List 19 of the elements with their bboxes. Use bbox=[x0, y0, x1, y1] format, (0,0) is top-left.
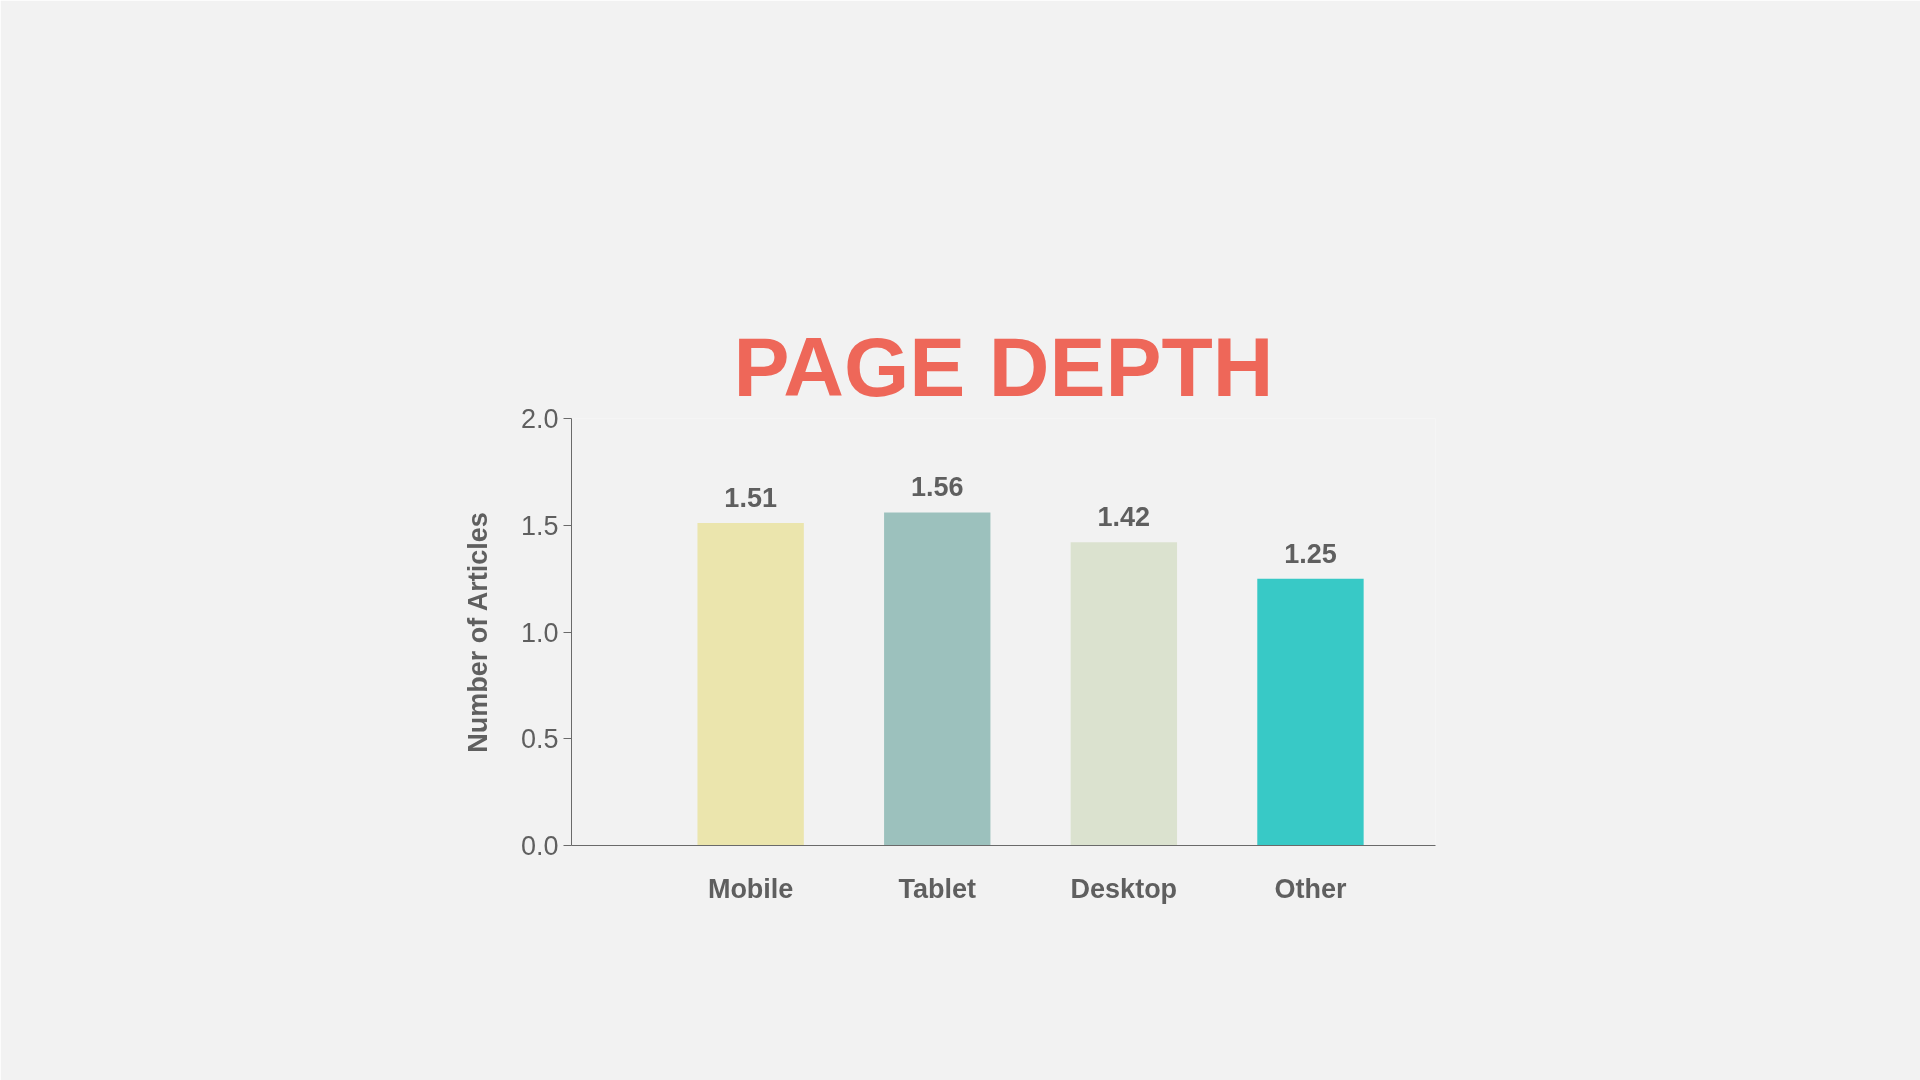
x-tick-label: Other bbox=[1274, 873, 1347, 904]
y-tick-label: 0.0 bbox=[520, 831, 559, 861]
bar bbox=[1070, 542, 1178, 846]
x-tick-label: Tablet bbox=[898, 873, 977, 904]
chart-title: PAGE DEPTH bbox=[733, 319, 1274, 414]
data-label: 1.51 bbox=[724, 483, 777, 514]
x-tick-label: Mobile bbox=[707, 873, 794, 904]
bar bbox=[884, 512, 991, 846]
bar bbox=[697, 523, 804, 846]
y-tick-label: 2.0 bbox=[520, 404, 559, 434]
data-label: 1.42 bbox=[1097, 502, 1151, 533]
bar bbox=[1257, 578, 1364, 846]
y-tick-label: 1.5 bbox=[520, 510, 559, 541]
data-label: 1.25 bbox=[1284, 538, 1337, 569]
y-axis-title: Number of Articles bbox=[462, 512, 493, 753]
data-label: 1.56 bbox=[910, 472, 964, 503]
y-tick-label: 1.0 bbox=[520, 617, 559, 648]
x-tick-label: Desktop bbox=[1070, 873, 1178, 904]
y-tick-label: 0.5 bbox=[520, 724, 559, 755]
